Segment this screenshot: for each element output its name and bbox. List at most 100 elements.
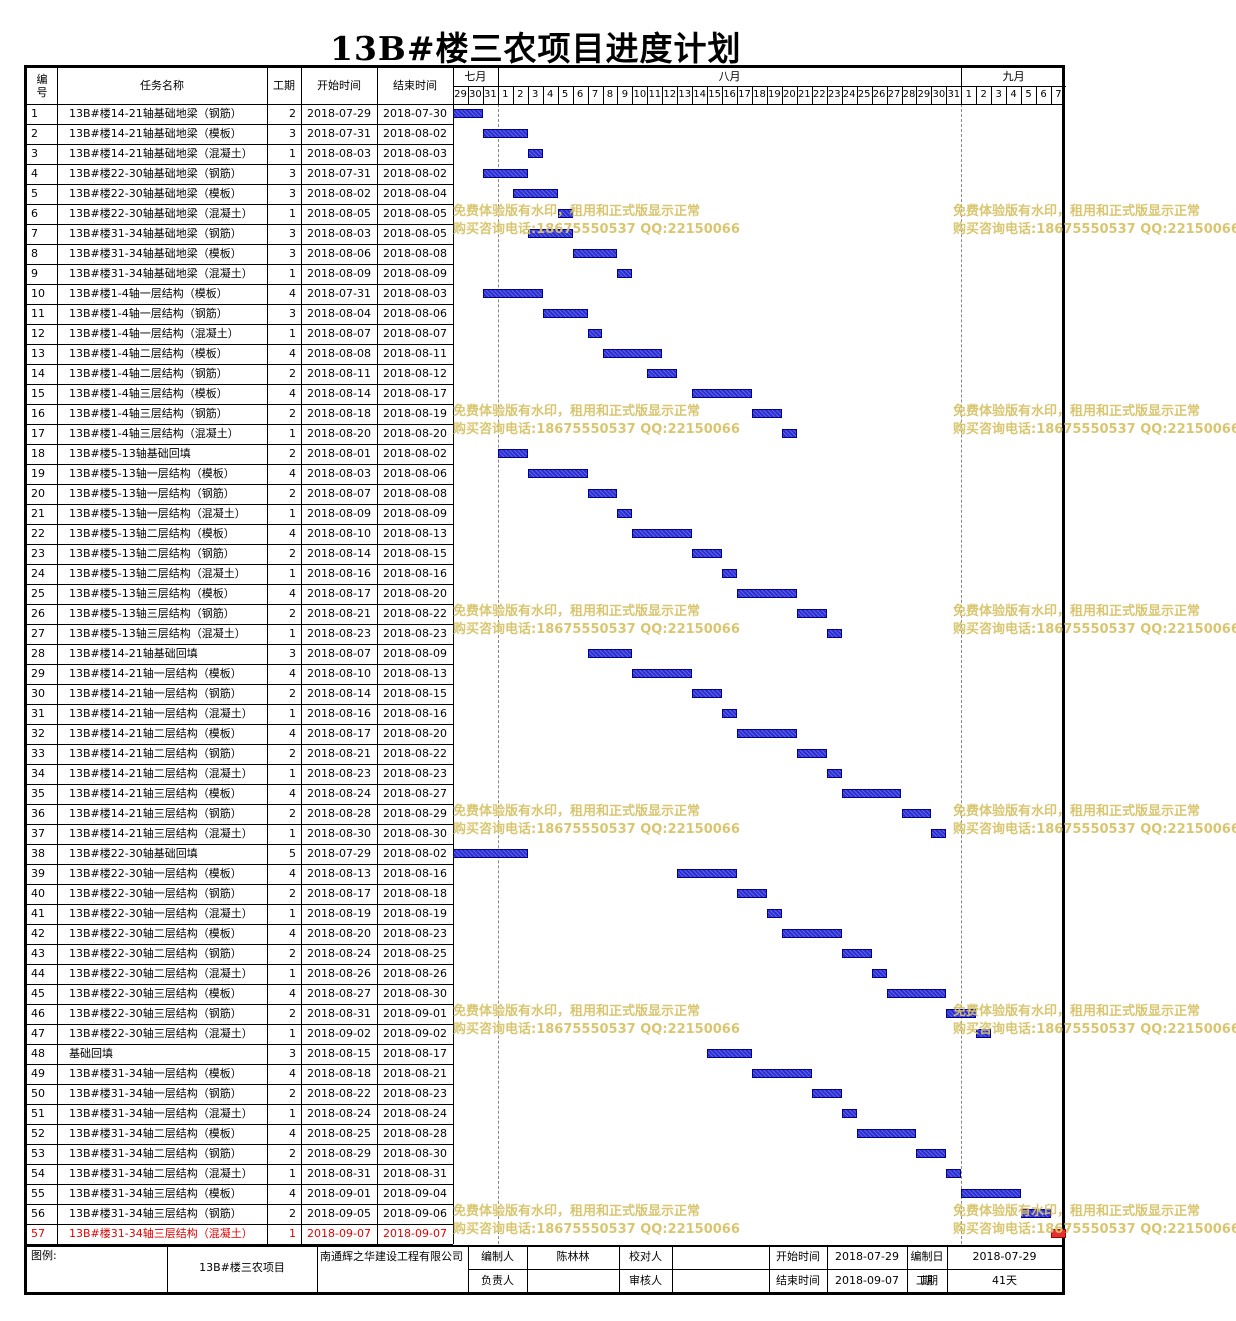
gantt-bar[interactable] — [752, 1069, 812, 1078]
task-start: 2018-08-20 — [307, 427, 371, 440]
task-no: 12 — [31, 327, 45, 340]
gantt-bar[interactable] — [1051, 1229, 1066, 1238]
gantt-bar[interactable] — [841, 1109, 857, 1118]
watermark-line2: 购买咨询电话:18675550537 QQ:22150066 — [453, 622, 740, 637]
gantt-bar[interactable] — [632, 669, 693, 678]
gantt-bar[interactable] — [453, 109, 483, 118]
gantt-bar[interactable] — [961, 1189, 1022, 1198]
gantt-bar[interactable] — [781, 929, 842, 938]
task-duration: 1 — [289, 707, 296, 720]
gantt-bar[interactable] — [856, 1129, 917, 1138]
gantt-bar[interactable] — [1021, 1209, 1051, 1218]
gantt-bar[interactable] — [602, 349, 663, 358]
gantt-bar[interactable] — [453, 849, 528, 858]
gantt-bar[interactable] — [766, 909, 782, 918]
gantt-bar[interactable] — [737, 889, 767, 898]
task-duration: 2 — [289, 687, 296, 700]
gantt-bar[interactable] — [826, 769, 842, 778]
gantt-bar[interactable] — [826, 629, 842, 638]
day-header: 17 — [738, 89, 751, 100]
gantt-bar[interactable] — [587, 649, 633, 658]
gantt-bar[interactable] — [692, 689, 723, 698]
watermark: 免费体验版有水印，租用和正式版显示正常 购买咨询电话:18675550537 QQ… — [453, 1203, 740, 1239]
gantt-bar[interactable] — [901, 809, 932, 818]
task-no: 43 — [31, 947, 45, 960]
gantt-bar[interactable] — [557, 209, 573, 218]
gantt-bar[interactable] — [722, 709, 738, 718]
gantt-bar[interactable] — [617, 509, 633, 518]
gantt-bar[interactable] — [647, 369, 678, 378]
gantt-bar[interactable] — [542, 309, 588, 318]
gantt-bar[interactable] — [976, 1029, 992, 1038]
task-start: 2018-08-01 — [307, 447, 371, 460]
gantt-bar[interactable] — [931, 829, 947, 838]
gantt-bar[interactable] — [617, 269, 633, 278]
gantt-bar[interactable] — [946, 1009, 977, 1018]
watermark: 免费体验版有水印，租用和正式版显示正常 购买咨询电话:18675550537 QQ… — [953, 203, 1236, 239]
task-end: 2018-08-16 — [383, 567, 447, 580]
day-header: 4 — [1010, 89, 1017, 100]
day-header: 6 — [1040, 89, 1047, 100]
task-name: 13B#楼1-4轴一层结构（钢筋） — [69, 307, 228, 320]
gantt-bar[interactable] — [587, 329, 603, 338]
day-header: 9 — [621, 89, 629, 100]
gantt-bar[interactable] — [752, 409, 782, 418]
gantt-bar[interactable] — [632, 529, 693, 538]
task-start: 2018-07-31 — [307, 127, 371, 140]
watermark: 免费体验版有水印，租用和正式版显示正常 购买咨询电话:18675550537 QQ… — [953, 1003, 1236, 1039]
gantt-bar[interactable] — [946, 1169, 962, 1178]
task-start: 2018-08-06 — [307, 247, 371, 260]
task-end: 2018-08-09 — [383, 267, 447, 280]
gantt-bar[interactable] — [572, 249, 618, 258]
task-end: 2018-09-07 — [383, 1227, 447, 1240]
gantt-bar[interactable] — [527, 149, 543, 158]
gantt-bar[interactable] — [886, 989, 947, 998]
watermark: 免费体验版有水印，租用和正式版显示正常 购买咨询电话:18675550537 QQ… — [453, 803, 740, 839]
gantt-bar[interactable] — [737, 589, 797, 598]
gantt-bar[interactable] — [841, 789, 902, 798]
gantt-bar[interactable] — [512, 189, 558, 198]
task-end: 2018-08-20 — [383, 727, 447, 740]
gantt-bar[interactable] — [692, 389, 752, 398]
task-duration: 4 — [289, 587, 296, 600]
day-header: 23 — [827, 89, 841, 100]
task-end: 2018-08-09 — [383, 507, 447, 520]
task-start: 2018-08-02 — [307, 187, 371, 200]
gantt-bar[interactable] — [482, 289, 543, 298]
gantt-bar[interactable] — [916, 1149, 947, 1158]
gantt-bar[interactable] — [871, 969, 887, 978]
task-duration: 2 — [289, 1087, 296, 1100]
gantt-bar[interactable] — [796, 609, 827, 618]
task-name: 13B#楼5-13轴一层结构（混凝土） — [69, 507, 246, 520]
task-end: 2018-08-12 — [383, 367, 447, 380]
gantt-bar[interactable] — [841, 949, 872, 958]
task-end: 2018-08-17 — [383, 1047, 447, 1060]
gantt-bar[interactable] — [497, 449, 528, 458]
gantt-bar[interactable] — [677, 869, 738, 878]
task-start: 2018-08-05 — [307, 207, 371, 220]
gantt-bar[interactable] — [527, 469, 588, 478]
gantt-bar[interactable] — [737, 729, 797, 738]
task-name: 13B#楼5-13轴三层结构（混凝土） — [69, 627, 246, 640]
task-duration: 4 — [289, 1187, 296, 1200]
gantt-bar[interactable] — [482, 169, 528, 178]
task-no: 36 — [31, 807, 45, 820]
task-start: 2018-08-17 — [307, 587, 371, 600]
task-name: 13B#楼31-34轴一层结构（模板） — [69, 1067, 242, 1080]
gantt-bar[interactable] — [781, 429, 797, 438]
gantt-bar[interactable] — [692, 549, 723, 558]
gantt-bar[interactable] — [796, 749, 827, 758]
gantt-bar[interactable] — [482, 129, 528, 138]
watermark: 免费体验版有水印，租用和正式版显示正常 购买咨询电话:18675550537 QQ… — [453, 403, 740, 439]
task-name: 13B#楼31-34轴基础地梁（模板） — [69, 247, 242, 260]
gantt-bar[interactable] — [587, 489, 618, 498]
task-duration: 4 — [289, 527, 296, 540]
task-end: 2018-08-23 — [383, 1087, 447, 1100]
task-start: 2018-08-17 — [307, 727, 371, 740]
gantt-bar[interactable] — [707, 1049, 752, 1058]
task-name: 13B#楼14-21轴基础地梁（模板） — [69, 127, 242, 140]
gantt-bar[interactable] — [722, 569, 738, 578]
day-header: 16 — [723, 89, 736, 100]
gantt-bar[interactable] — [811, 1089, 842, 1098]
gantt-bar[interactable] — [527, 229, 573, 238]
